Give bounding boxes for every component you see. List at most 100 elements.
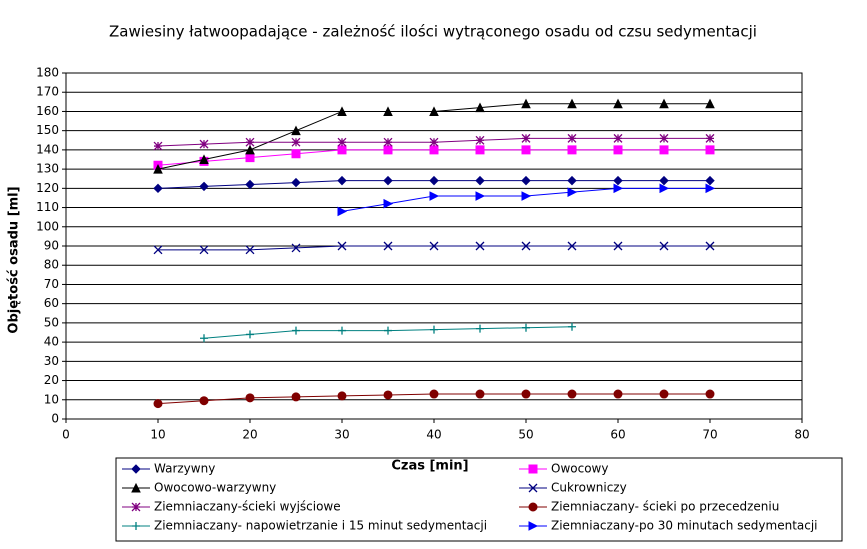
- data-point: [567, 241, 577, 251]
- x-tick-label: 0: [62, 428, 70, 442]
- y-tick-label: 140: [36, 142, 59, 156]
- x-tick-label: 50: [518, 428, 533, 442]
- legend-marker: [131, 482, 141, 493]
- y-tick-label: 0: [51, 412, 59, 426]
- y-tick-label: 50: [44, 315, 59, 329]
- legend-label: Ziemniaczany-po 30 minutach sedymentacji: [551, 519, 818, 533]
- data-point: [429, 137, 439, 147]
- data-point: [337, 137, 347, 147]
- data-point: [383, 137, 393, 147]
- legend-label: Warzywny: [154, 462, 215, 476]
- y-tick-label: 90: [44, 239, 59, 253]
- y-tick-label: 10: [44, 392, 59, 406]
- data-point: [475, 145, 485, 155]
- data-point: [475, 241, 485, 251]
- data-point: [429, 241, 439, 251]
- data-point: [337, 175, 347, 186]
- x-tick-label: 20: [242, 428, 257, 442]
- data-point: [383, 198, 394, 209]
- data-point: [659, 183, 670, 194]
- data-point: [291, 149, 301, 159]
- data-point: [429, 389, 439, 399]
- data-point: [613, 98, 623, 109]
- data-point: [521, 389, 531, 399]
- data-point: [568, 322, 576, 331]
- data-point: [659, 145, 669, 155]
- legend: [115, 457, 843, 542]
- legend-label: Cukrowniczy: [551, 481, 627, 495]
- data-point: [705, 133, 715, 143]
- data-point: [337, 106, 347, 116]
- data-point: [429, 191, 440, 201]
- x-axis-label: Czas [min]: [391, 459, 468, 474]
- data-point: [705, 175, 715, 186]
- legend-label: Owocowo-warzywny: [154, 481, 276, 495]
- data-point: [200, 334, 208, 343]
- y-tick-label: 30: [44, 354, 59, 368]
- data-point: [429, 106, 439, 116]
- data-point: [199, 245, 209, 255]
- y-tick-label: 160: [36, 104, 59, 118]
- data-point: [383, 390, 393, 400]
- y-tick-label: 180: [36, 66, 59, 80]
- legend-label: Ziemniaczany- ścieki po przecedzeniu: [551, 500, 779, 514]
- data-point: [384, 326, 392, 335]
- data-point: [521, 145, 531, 155]
- y-tick-label: 170: [36, 85, 59, 99]
- data-point: [567, 145, 577, 155]
- data-point: [291, 125, 301, 136]
- data-point: [476, 324, 484, 333]
- data-point: [430, 325, 438, 334]
- data-point: [705, 183, 716, 194]
- data-point: [245, 144, 255, 155]
- data-point: [199, 181, 209, 192]
- data-point: [705, 145, 715, 155]
- data-point: [475, 135, 485, 145]
- data-point: [659, 133, 669, 143]
- legend-marker: [528, 521, 539, 531]
- legend-marker: [528, 502, 538, 512]
- data-point: [291, 243, 301, 253]
- x-tick-label: 40: [426, 428, 441, 442]
- legend-label: Ziemniaczany- napowietrzanie i 15 minut …: [154, 519, 487, 533]
- data-point: [475, 102, 485, 113]
- data-point: [521, 191, 532, 201]
- data-point: [521, 98, 531, 109]
- data-point: [659, 98, 669, 109]
- data-point: [245, 393, 255, 403]
- data-point: [613, 389, 623, 399]
- data-point: [705, 241, 715, 251]
- y-tick-label: 20: [44, 373, 59, 387]
- data-point: [613, 241, 623, 251]
- data-point: [153, 399, 163, 409]
- x-tick-label: 60: [610, 428, 625, 442]
- data-point: [429, 175, 439, 186]
- data-point: [383, 175, 393, 186]
- data-point: [153, 245, 163, 255]
- data-point: [291, 177, 301, 188]
- legend-marker: [131, 502, 141, 512]
- x-tick-label: 30: [334, 428, 349, 442]
- data-point: [567, 389, 577, 399]
- y-tick-label: 130: [36, 162, 59, 176]
- y-tick-label: 120: [36, 181, 59, 195]
- data-point: [383, 145, 393, 155]
- data-point: [199, 154, 209, 164]
- data-point: [291, 392, 301, 402]
- data-point: [613, 183, 624, 194]
- legend-marker: [132, 522, 140, 530]
- x-tick-label: 10: [150, 428, 165, 442]
- y-tick-label: 150: [36, 123, 59, 137]
- data-point: [337, 145, 347, 155]
- data-point: [292, 326, 300, 335]
- data-point: [475, 389, 485, 399]
- x-tick-label: 70: [702, 428, 717, 442]
- data-point: [337, 241, 347, 251]
- data-point: [429, 145, 439, 155]
- y-tick-label: 80: [44, 258, 59, 272]
- y-tick-label: 40: [44, 335, 59, 349]
- data-point: [567, 98, 577, 109]
- data-point: [521, 175, 531, 186]
- data-point: [521, 133, 531, 143]
- data-point: [245, 153, 255, 163]
